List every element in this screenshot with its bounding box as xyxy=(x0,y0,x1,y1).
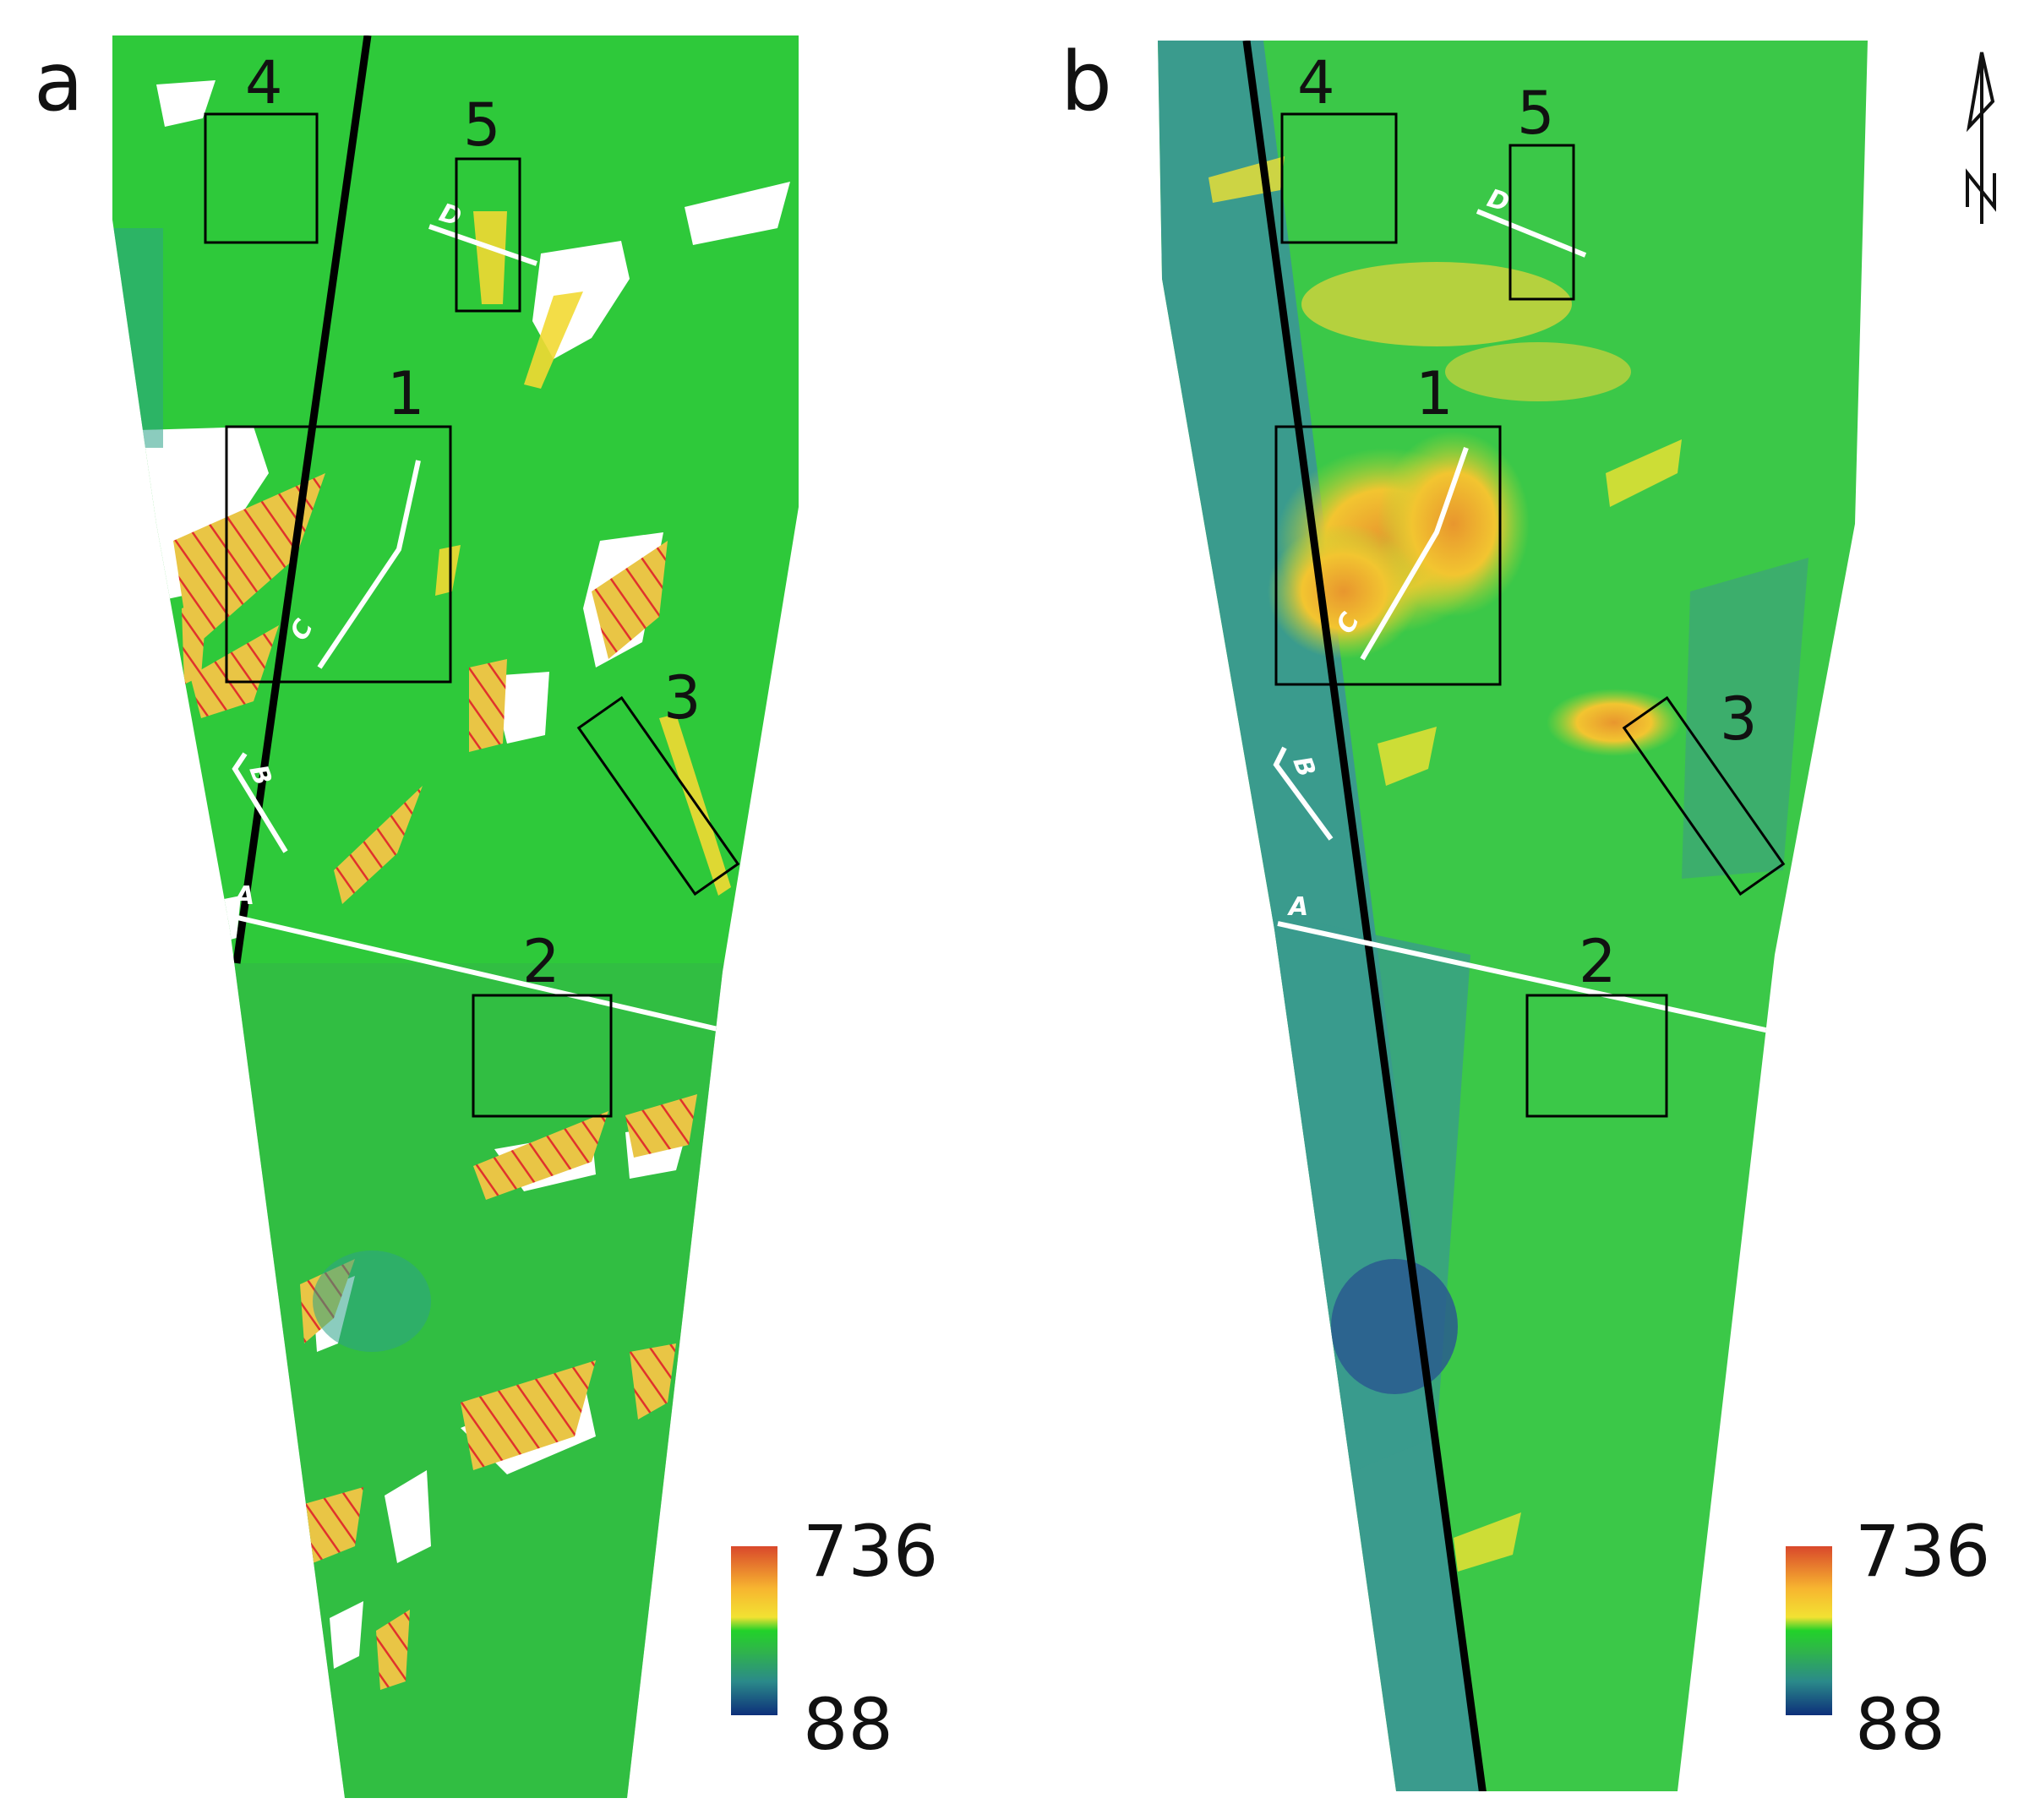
box-label-3-b: 3 xyxy=(1720,684,1758,754)
hatched-zones-a xyxy=(173,473,697,1690)
box-label-1-a: 1 xyxy=(387,359,425,428)
box-4-a xyxy=(204,112,319,244)
north-arrow-icon xyxy=(1966,52,1996,224)
box-label-2-a: 2 xyxy=(522,927,560,996)
legend-min-a: 88 xyxy=(803,1683,893,1766)
legend-b: 736 88 xyxy=(1786,1510,1990,1766)
panel-label-b: b xyxy=(1061,35,1112,129)
panel-label-a: a xyxy=(34,35,84,129)
legend-min-b: 88 xyxy=(1855,1683,1945,1766)
box-label-1-b: 1 xyxy=(1416,359,1454,428)
box-2-b xyxy=(1525,994,1668,1118)
box-label-4-a: 4 xyxy=(245,48,283,117)
panel-b: b xyxy=(1061,35,1990,1791)
color-scale-bar-a xyxy=(731,1546,777,1715)
box-label-4-b: 4 xyxy=(1297,48,1335,117)
profile-label-a-a: A xyxy=(233,881,254,911)
yellow-streaks-b xyxy=(1208,156,1682,1572)
box-3-a xyxy=(576,695,740,896)
box-1-a xyxy=(225,425,452,684)
profile-label-b-a: A xyxy=(1287,892,1308,922)
legend-max-b: 736 xyxy=(1855,1510,1990,1593)
box-2-a xyxy=(472,994,613,1118)
box-label-5-b: 5 xyxy=(1517,79,1555,148)
box-label-2-b: 2 xyxy=(1579,927,1617,996)
profile-lines-b xyxy=(1273,209,1778,1035)
box-1-b xyxy=(1274,425,1502,686)
box-label-5-a: 5 xyxy=(463,90,501,160)
box-3-b xyxy=(1622,695,1786,896)
box-4-b xyxy=(1280,112,1398,244)
box-label-3-a: 3 xyxy=(663,663,701,733)
legend-a: 736 88 xyxy=(731,1510,938,1766)
study-boxes-a xyxy=(204,112,740,1118)
color-scale-bar-b xyxy=(1786,1546,1832,1715)
study-boxes-b xyxy=(1274,112,1786,1118)
fault-line-b xyxy=(1242,41,1489,1791)
depression-b xyxy=(1331,1259,1458,1394)
panel-a: a xyxy=(34,35,938,1798)
legend-max-a: 736 xyxy=(803,1510,938,1593)
box-5-b xyxy=(1508,144,1575,301)
box-5-a xyxy=(455,157,521,313)
